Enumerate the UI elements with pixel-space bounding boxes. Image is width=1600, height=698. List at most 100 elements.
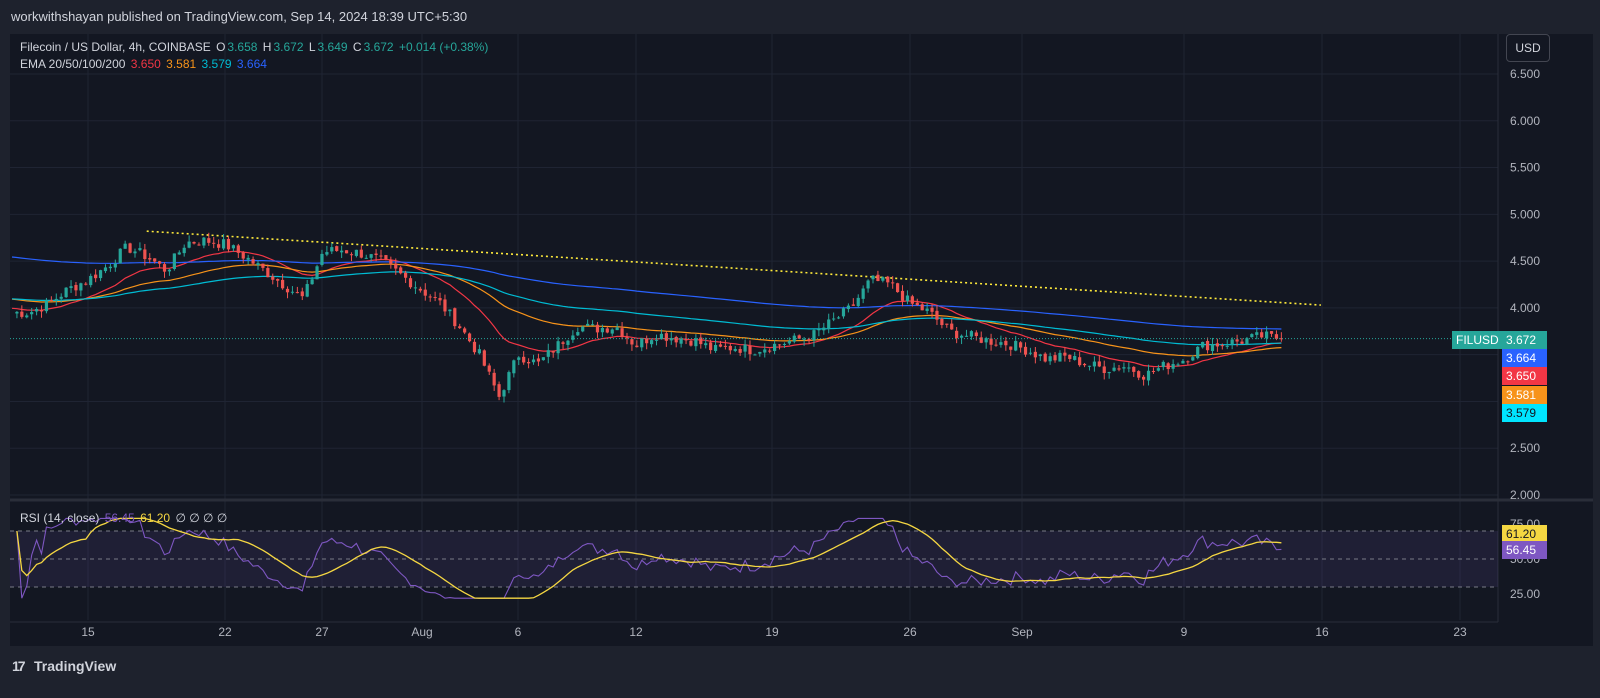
candle-body	[197, 244, 201, 246]
price-tick-label: 4.500	[1510, 254, 1540, 268]
candle-body	[964, 335, 969, 337]
candle-body	[527, 362, 531, 364]
candle-body	[615, 327, 619, 331]
candle-body	[1117, 368, 1121, 370]
candle-body	[605, 328, 609, 333]
rsi-value: 56.45	[104, 511, 135, 525]
time-tick-label: 12	[629, 625, 643, 639]
candle-body	[576, 332, 580, 336]
candle-body	[458, 326, 462, 329]
candle-body	[758, 351, 762, 354]
candle-body	[310, 279, 314, 285]
candle-body	[1269, 331, 1274, 334]
candle-body	[187, 241, 191, 248]
last-price-badge: 3.672	[1502, 331, 1547, 349]
candle-body	[404, 272, 408, 278]
candle-body	[1245, 338, 1249, 345]
candle-body	[276, 279, 280, 281]
candle-body	[920, 304, 924, 311]
candle-body	[108, 266, 112, 269]
candle-body	[49, 299, 53, 301]
tradingview-logo[interactable]: 17 TradingView	[12, 658, 116, 674]
price-tick-label: 2.500	[1510, 441, 1540, 455]
candle-body	[325, 252, 329, 255]
candle-body	[1053, 355, 1057, 361]
candle-body	[777, 344, 782, 346]
candle-body	[256, 263, 260, 266]
candle-body	[1146, 370, 1151, 381]
candle-body	[217, 244, 221, 248]
time-tick-label: 26	[903, 625, 917, 639]
candle-body	[610, 329, 614, 334]
ema100-value: 3.579	[201, 57, 232, 71]
candle-body	[103, 267, 108, 272]
candle-body	[295, 292, 299, 294]
candle-body	[369, 254, 373, 258]
candle-body	[418, 288, 422, 291]
time-tick-label: Sep	[1011, 625, 1033, 639]
candle-body	[251, 259, 255, 264]
candle-body	[1102, 366, 1106, 374]
candle-body	[448, 309, 452, 312]
rsi-tick-label: 25.00	[1510, 587, 1540, 601]
ema-label: EMA 20/50/100/200	[20, 57, 126, 71]
candle-body	[522, 356, 526, 363]
candle-body	[497, 384, 501, 397]
candle-body	[969, 331, 973, 337]
candle-body	[1043, 353, 1047, 362]
ema-legend[interactable]: EMA 20/50/100/200 3.650 3.581 3.579 3.66…	[20, 57, 269, 71]
ema20-line	[11, 250, 1282, 368]
candle-body	[733, 348, 737, 351]
candle-body	[467, 333, 472, 342]
rsi-ma-badge: 61.20	[1502, 525, 1547, 543]
candle-body	[1274, 334, 1279, 339]
candle-body	[1092, 361, 1096, 367]
candle-body	[728, 345, 732, 351]
candle-body	[1161, 361, 1165, 368]
candle-body	[1112, 367, 1116, 371]
candle-body	[807, 338, 811, 341]
candle-body	[1151, 371, 1156, 373]
candle-body	[851, 304, 855, 306]
candle-body	[25, 315, 29, 318]
ticker-badge: FILUSD	[1452, 331, 1503, 349]
bottom-bar	[0, 650, 1600, 698]
candle-body	[674, 336, 678, 343]
time-tick-label: Aug	[411, 625, 432, 639]
price-tick-label: 5.500	[1510, 161, 1540, 175]
candle-body	[679, 338, 683, 344]
candle-body	[212, 242, 216, 244]
candle-body	[1137, 371, 1141, 378]
rsi-legend[interactable]: RSI (14, close) 56.45 61.20 ∅ ∅ ∅ ∅	[20, 511, 229, 525]
candle-body	[305, 284, 309, 297]
ema20-badge: 3.650	[1502, 367, 1547, 385]
candle-body	[536, 358, 541, 362]
candle-body	[782, 343, 787, 345]
ema20-value: 3.650	[130, 57, 161, 71]
symbol-legend[interactable]: Filecoin / US Dollar, 4h, COINBASE O 3.65…	[20, 40, 490, 54]
candle-body	[123, 243, 127, 249]
price-tick-label: 6.000	[1510, 114, 1540, 128]
candle-body	[541, 357, 545, 361]
candle-body	[74, 284, 78, 291]
trendline[interactable]	[146, 230, 1321, 306]
candle-body	[1240, 341, 1244, 344]
ema100-line	[11, 271, 1282, 346]
candle-body	[438, 298, 442, 301]
candle-body	[699, 337, 703, 345]
grid	[10, 34, 1498, 620]
ema50-line	[11, 263, 1282, 357]
candle-body	[89, 275, 93, 286]
candle-body	[59, 296, 63, 299]
candle-body	[669, 338, 673, 341]
candle-body	[876, 274, 880, 282]
time-axis[interactable]: 15 22 27 Aug 6 12 19 26 Sep 9 16 23	[81, 625, 1467, 639]
candle-body	[1028, 352, 1033, 354]
candle-body	[689, 340, 693, 346]
pane-separator[interactable]	[10, 34, 1593, 623]
candle-body	[1048, 356, 1052, 362]
candle-body	[709, 342, 713, 351]
candle-body	[453, 308, 457, 327]
currency-button[interactable]: USD	[1506, 34, 1550, 62]
